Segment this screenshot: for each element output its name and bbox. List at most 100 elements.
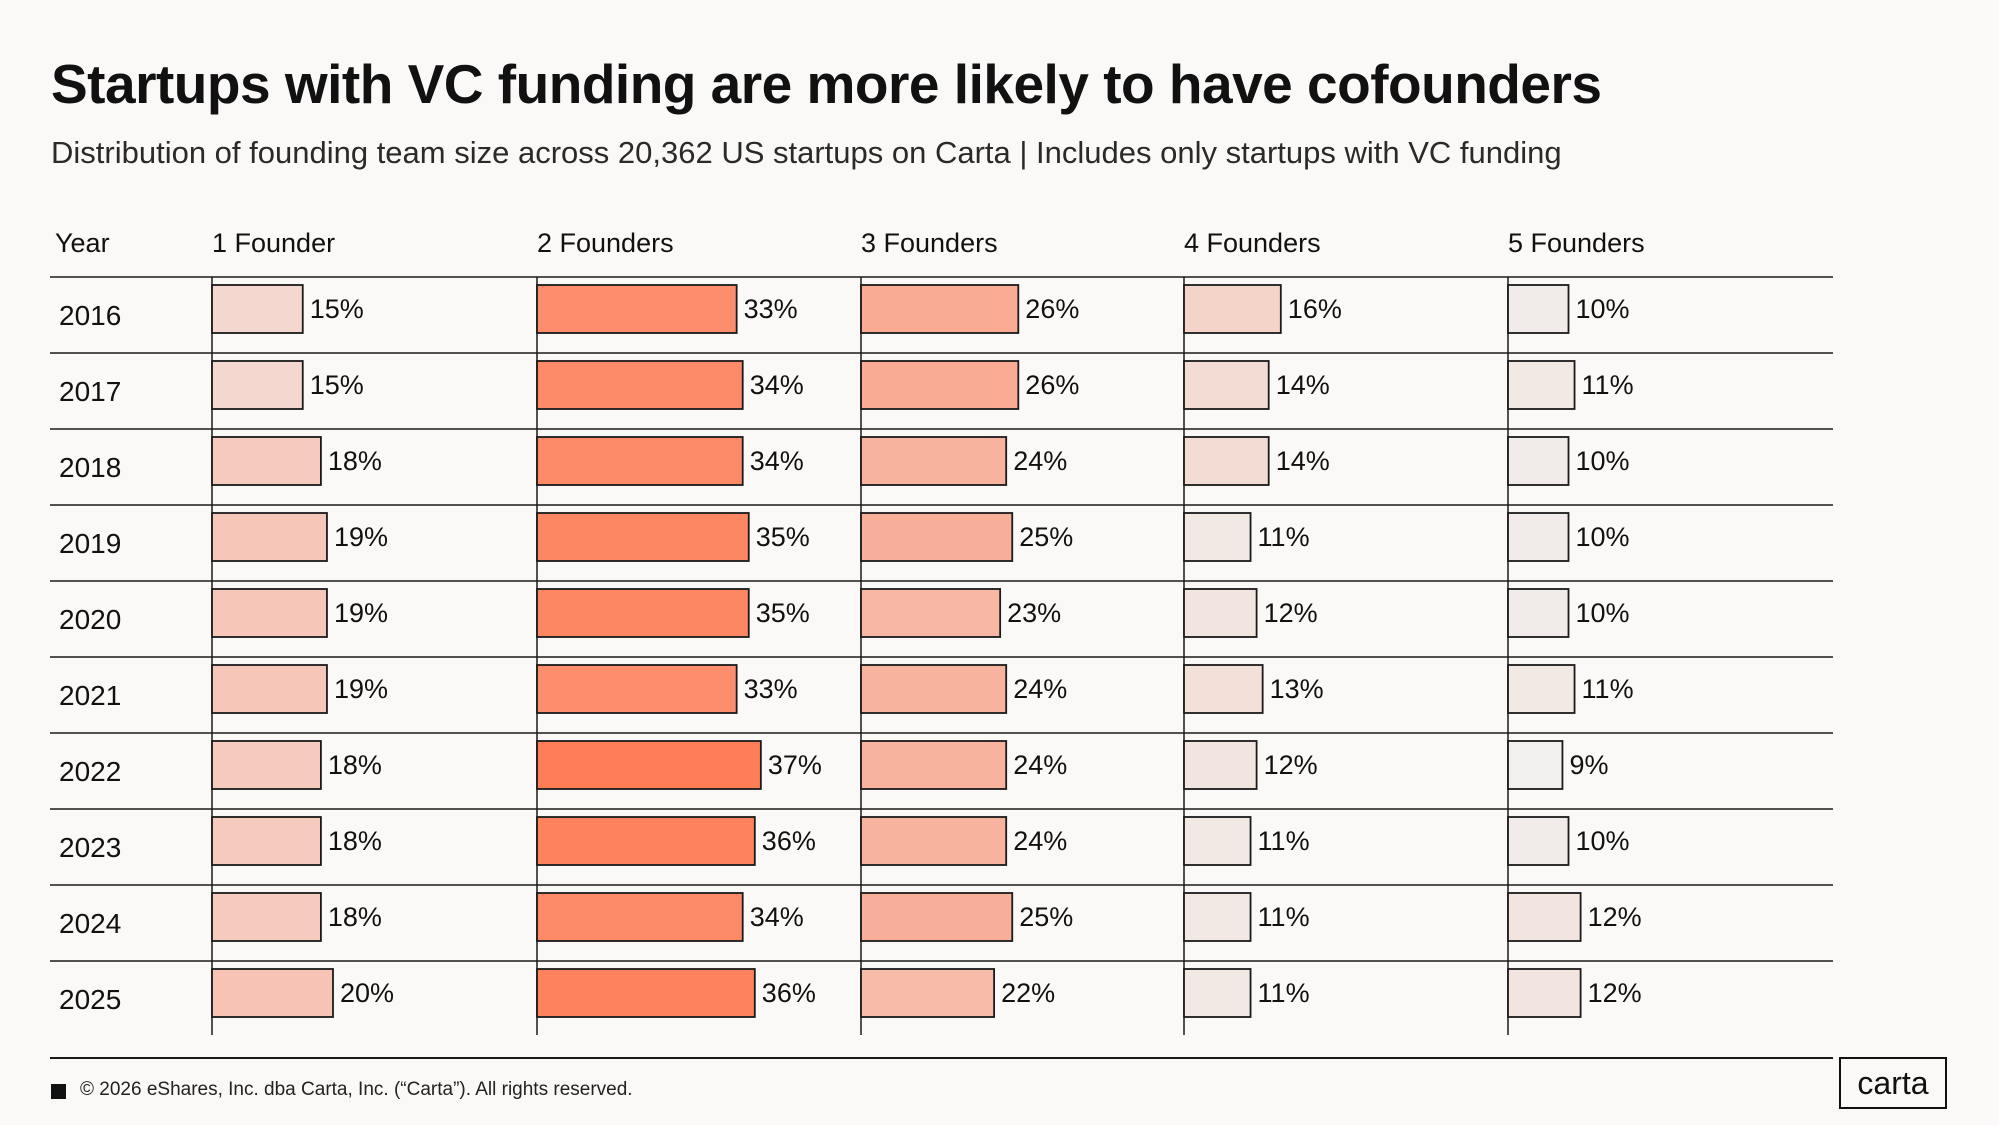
year-label: 2025 — [59, 984, 121, 1015]
data-label: 12% — [1264, 598, 1318, 628]
bar-2018-col1 — [211, 436, 322, 486]
bar-2021-col3 — [860, 664, 1008, 714]
data-label: 14% — [1276, 370, 1330, 400]
data-label: 35% — [756, 598, 810, 628]
data-label: 15% — [310, 294, 364, 324]
data-label: 33% — [744, 294, 798, 324]
header-4-founders: 4 Founders — [1184, 228, 1321, 258]
bar-2022-col1 — [211, 740, 322, 790]
bar-2021-col5 — [1507, 664, 1576, 714]
year-label: 2017 — [59, 376, 121, 407]
header-1-founders: 1 Founder — [212, 228, 335, 258]
bar-2016-col5 — [1507, 284, 1570, 334]
bar-2016-col2 — [536, 284, 738, 334]
bar-2022-col4 — [1183, 740, 1258, 790]
bar-2023-col3 — [860, 816, 1008, 866]
data-label: 26% — [1025, 370, 1079, 400]
data-label: 11% — [1258, 978, 1310, 1008]
year-label: 2024 — [59, 908, 121, 939]
data-label: 11% — [1258, 522, 1310, 552]
bar-2020-col1 — [211, 588, 328, 638]
data-label: 24% — [1013, 750, 1067, 780]
bar-2022-col3 — [860, 740, 1008, 790]
data-label: 16% — [1288, 294, 1342, 324]
data-label: 20% — [340, 978, 394, 1008]
bar-2019-col3 — [860, 512, 1014, 562]
data-label: 9% — [1569, 750, 1608, 780]
bar-2017-col4 — [1183, 360, 1270, 410]
footer-square-icon — [51, 1084, 66, 1099]
bar-2021-col4 — [1183, 664, 1264, 714]
footer-copyright: © 2026 eShares, Inc. dba Carta, Inc. (“C… — [80, 1079, 633, 1100]
bar-2016-col4 — [1183, 284, 1282, 334]
bar-2019-col4 — [1183, 512, 1252, 562]
bar-2016-col3 — [860, 284, 1020, 334]
header-year: Year — [55, 228, 110, 258]
data-label: 11% — [1258, 826, 1310, 856]
data-label: 13% — [1270, 674, 1324, 704]
bar-2024-col3 — [860, 892, 1014, 942]
bar-2024-col2 — [536, 892, 744, 942]
data-label: 12% — [1588, 978, 1642, 1008]
bar-2018-col4 — [1183, 436, 1270, 486]
data-label: 24% — [1013, 826, 1067, 856]
year-label: 2022 — [59, 756, 121, 787]
year-label: 2016 — [59, 300, 121, 331]
data-label: 10% — [1576, 598, 1630, 628]
bar-2023-col5 — [1507, 816, 1570, 866]
header-5-founders: 5 Founders — [1508, 228, 1645, 258]
footer-divider — [50, 1057, 1833, 1059]
bar-2025-col5 — [1507, 968, 1582, 1018]
bar-2017-col2 — [536, 360, 744, 410]
year-label: 2021 — [59, 680, 121, 711]
bar-2022-col2 — [536, 740, 762, 790]
bar-2018-col3 — [860, 436, 1008, 486]
data-label: 35% — [756, 522, 810, 552]
data-label: 19% — [334, 522, 388, 552]
data-label: 18% — [328, 750, 382, 780]
data-label: 25% — [1019, 902, 1073, 932]
year-label: 2019 — [59, 528, 121, 559]
year-label: 2020 — [59, 604, 121, 635]
bar-2019-col2 — [536, 512, 750, 562]
data-label: 36% — [762, 826, 816, 856]
bar-2018-col5 — [1507, 436, 1570, 486]
data-label: 25% — [1019, 522, 1073, 552]
data-label: 34% — [750, 446, 804, 476]
bar-2018-col2 — [536, 436, 744, 486]
carta-logo: carta — [1839, 1057, 1947, 1109]
data-label: 34% — [750, 370, 804, 400]
bar-2023-col1 — [211, 816, 322, 866]
bar-2017-col3 — [860, 360, 1020, 410]
bar-2022-col5 — [1507, 740, 1564, 790]
data-label: 12% — [1588, 902, 1642, 932]
bar-2023-col2 — [536, 816, 756, 866]
bar-2025-col4 — [1183, 968, 1252, 1018]
data-label: 19% — [334, 674, 388, 704]
data-label: 37% — [768, 750, 822, 780]
data-label: 36% — [762, 978, 816, 1008]
data-label: 34% — [750, 902, 804, 932]
data-label: 24% — [1013, 446, 1067, 476]
data-label: 18% — [328, 826, 382, 856]
bar-2020-col2 — [536, 588, 750, 638]
bar-2017-col1 — [211, 360, 304, 410]
header-3-founders: 3 Founders — [861, 228, 998, 258]
bar-2025-col1 — [211, 968, 334, 1018]
bar-2017-col5 — [1507, 360, 1576, 410]
bar-2023-col4 — [1183, 816, 1252, 866]
data-label: 10% — [1576, 522, 1630, 552]
bar-2020-col3 — [860, 588, 1002, 638]
bar-2021-col1 — [211, 664, 328, 714]
bar-2024-col1 — [211, 892, 322, 942]
data-label: 10% — [1576, 826, 1630, 856]
year-label: 2018 — [59, 452, 121, 483]
bar-2024-col4 — [1183, 892, 1252, 942]
year-label: 2023 — [59, 832, 121, 863]
bar-2019-col5 — [1507, 512, 1570, 562]
bar-2025-col2 — [536, 968, 756, 1018]
bar-2025-col3 — [860, 968, 996, 1018]
data-label: 26% — [1025, 294, 1079, 324]
data-label: 19% — [334, 598, 388, 628]
data-label: 15% — [310, 370, 364, 400]
